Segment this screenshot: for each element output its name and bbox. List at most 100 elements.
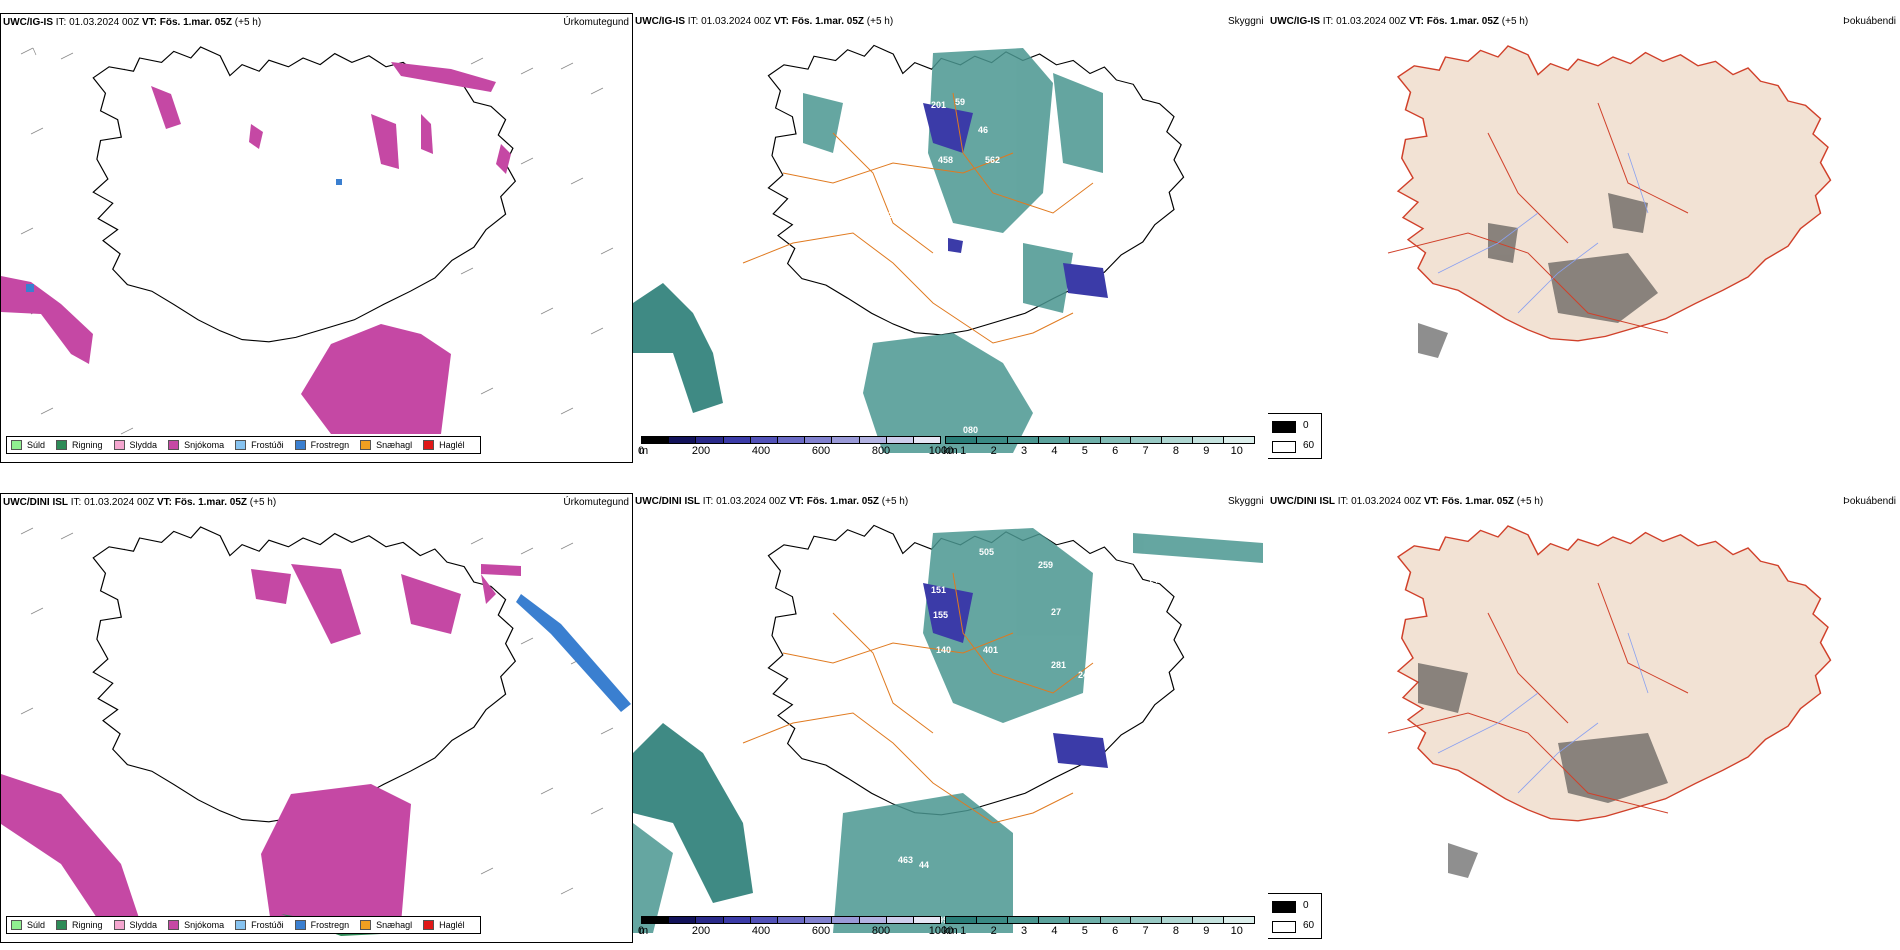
legend-item: Frostregn — [294, 440, 350, 450]
legend-label: Frostregn — [310, 440, 350, 450]
colorbar-unit: km — [943, 445, 958, 457]
precip-type-map-2 — [1, 526, 631, 936]
legend-item: Slydda — [113, 920, 157, 930]
snow-depth-label: 458 — [938, 155, 953, 165]
legend-label: Súld — [27, 920, 46, 930]
colorbar-cell — [946, 437, 977, 443]
cloud-base-map-1: 201 59 46 458 562 89 176 37 223 133 183 080 080 — [633, 44, 1185, 453]
height-colorbar: 0 200 400 600 800 1000 m — [638, 916, 953, 940]
colorbar-cell — [976, 437, 1008, 443]
legend-item: Frostúði — [235, 440, 284, 450]
colorbar-tick: 1000 — [928, 445, 954, 457]
panel-header: UWC/DINI ISL IT: 01.03.2024 00Z VT: Fös.… — [1270, 496, 1544, 507]
panel-header: UWC/IG-IS IT: 01.03.2024 00Z VT: Fös. 1.… — [1270, 16, 1529, 27]
legend-label: Frostúði — [251, 920, 284, 930]
snow-depth-label: 44 — [919, 860, 929, 870]
panel-header: UWC/IG-IS IT: 01.03.2024 00Z VT: Fös. 1.… — [3, 17, 262, 28]
legend-swatch — [113, 440, 125, 450]
snow-areas — [1, 62, 511, 434]
legend-swatch — [11, 440, 22, 450]
legend-label: Haglél — [439, 440, 465, 450]
colorbar-cell — [777, 917, 806, 923]
snow-depth-label: 281 — [1051, 660, 1066, 670]
fog-legend-label: 0 — [1303, 420, 1309, 431]
snow-depth-label: 140 — [936, 645, 951, 655]
colorbar-cell — [805, 437, 833, 443]
snow-depth-label: 37 — [908, 205, 918, 215]
colorbar-cell — [777, 437, 806, 443]
colorbar-tick: 400 — [751, 445, 771, 457]
legend-item: Súld — [11, 920, 45, 930]
legend-swatch — [235, 920, 247, 930]
legend-swatch — [168, 440, 180, 450]
colorbar-cell — [859, 437, 887, 443]
colorbar-unit: km — [943, 925, 958, 937]
snow-depth-label: 149 — [1113, 717, 1128, 727]
precip-legend: Súld Rigning Slydda Snjókoma Frostúði Frostre… — [6, 916, 481, 934]
panel-header: UWC/DINI ISL IT: 01.03.2024 00Z VT: Fös.… — [3, 497, 277, 508]
precip-legend: Súld Rigning Slydda Snjókoma Frostúði Frostre… — [6, 436, 481, 454]
colorbar-cell — [1069, 917, 1101, 923]
colorbar-cell — [805, 917, 833, 923]
snow-depth-label: 401 — [983, 645, 998, 655]
colorbar-tick: 10 — [1230, 925, 1243, 937]
colorbar-cell — [832, 437, 860, 443]
colorbar-tick: 9 — [1203, 925, 1210, 937]
legend-label: Rigning — [72, 920, 103, 930]
legend-swatch — [56, 440, 68, 450]
colorbar-tick: 7 — [1142, 445, 1149, 457]
snow-depth-label: 505 — [979, 547, 994, 557]
legend-item: Súld — [11, 440, 45, 450]
colorbar-tick: 200 — [691, 445, 711, 457]
colorbar-unit: m — [639, 445, 649, 457]
snow-depth-label: 259 — [1038, 560, 1053, 570]
snow-depth-label: 51 — [1183, 595, 1193, 605]
legend-item: Rigning — [56, 440, 103, 450]
colorbar-tick: 600 — [811, 445, 831, 457]
colorbar-cell — [886, 917, 914, 923]
legend-swatch — [423, 440, 435, 450]
colorbar-tick: 6 — [1112, 445, 1119, 457]
snow-depth-label: 965 — [658, 830, 673, 840]
cloud-base-panel-1: 201 59 46 458 562 89 176 37 223 133 183 080 080 UWC/… — [633, 13, 1268, 463]
colorbar-tick: 6 — [1112, 925, 1119, 937]
panel-header: UWC/DINI ISL IT: 01.03.2024 00Z VT: Fös.… — [635, 496, 909, 507]
colorbar-cell — [750, 917, 778, 923]
legend-label: Snæhagl — [376, 440, 413, 450]
colorbar-cell — [696, 437, 724, 443]
colorbar-cell — [886, 437, 914, 443]
colorbar-cell — [1038, 917, 1070, 923]
legend-label: Snjókoma — [184, 440, 225, 450]
legend-label: Snjókoma — [184, 920, 225, 930]
panel-title: Úrkomutegund — [563, 17, 629, 28]
colorbar-tick: 8 — [1172, 445, 1180, 457]
fog-areas — [1418, 663, 1668, 878]
colorbar-tick: 8 — [1172, 925, 1180, 937]
colorbar-cell — [669, 437, 697, 443]
legend-swatch — [11, 920, 22, 930]
colorbar-cell — [1193, 437, 1225, 443]
colorbar-cell — [750, 437, 778, 443]
colorbar-tick: 10 — [1230, 445, 1243, 457]
panel-header: UWC/IG-IS IT: 01.03.2024 00Z VT: Fös. 1.… — [635, 16, 894, 27]
colorbar-cell — [1162, 917, 1194, 923]
snow-depth-label: 176 — [1051, 173, 1066, 183]
colorbar-tick: 200 — [691, 925, 711, 937]
snow-depth-label: 183 — [1073, 241, 1088, 251]
colorbar-tick: 5 — [1081, 925, 1088, 937]
height-colorbar: 0 200 400 600 800 1000 m — [638, 436, 953, 460]
colorbar-cell — [642, 437, 670, 443]
precip-type-map-1 — [1, 46, 614, 435]
colorbar-cell — [832, 917, 860, 923]
legend-item: Snjókoma — [168, 440, 224, 450]
fog-legend: 0 60 — [1268, 413, 1322, 459]
legend-label: Frostregn — [310, 920, 350, 930]
legend-item: Frostregn — [294, 920, 350, 930]
legend-swatch — [56, 920, 68, 930]
colorbar-cell — [859, 917, 887, 923]
legend-label: Rigning — [72, 440, 103, 450]
colorbar-tick: 4 — [1051, 445, 1058, 457]
snow-depth-label: 155 — [933, 610, 948, 620]
colorbar-tick: 800 — [871, 925, 891, 937]
legend-swatch — [294, 920, 306, 930]
